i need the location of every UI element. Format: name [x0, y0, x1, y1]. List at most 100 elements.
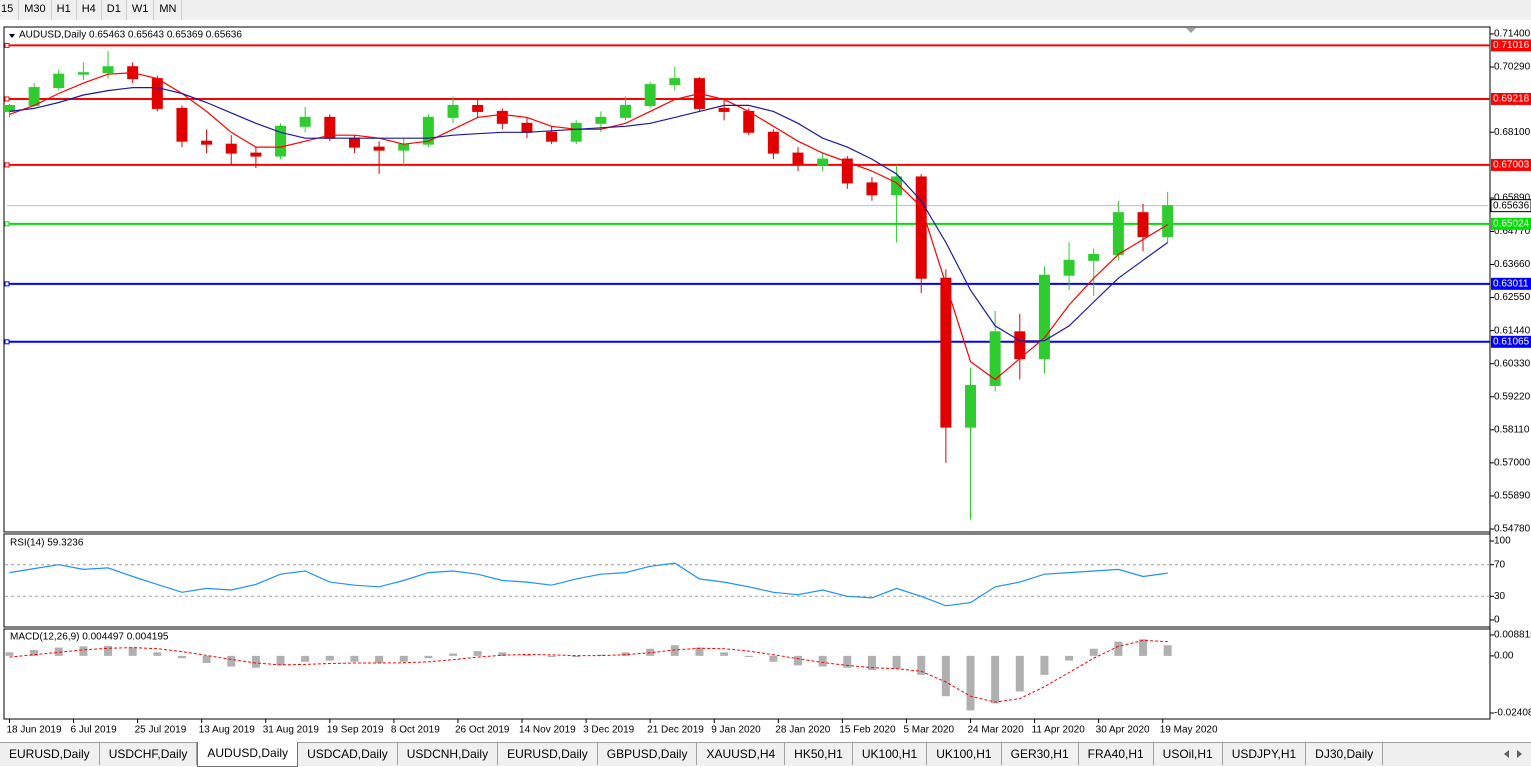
macd-bar	[251, 655, 260, 668]
timeframe-button[interactable]: D1	[102, 0, 127, 20]
candle-body	[620, 104, 632, 118]
y-tick-label: 0	[1494, 615, 1500, 626]
macd-bar	[572, 655, 581, 658]
y-tick-label: 0.71400	[1494, 29, 1531, 40]
scroll-right[interactable]	[1517, 750, 1522, 758]
symbol-tab[interactable]: GER30,H1	[1002, 743, 1079, 765]
symbol-tab[interactable]: EURUSD,Daily	[0, 743, 100, 765]
symbol-tab[interactable]: DJ30,Daily	[1306, 743, 1384, 765]
level-label: 0.61065	[1493, 336, 1530, 347]
candle-body	[275, 125, 287, 157]
level-label: 0.69218	[1493, 94, 1530, 105]
chart-window: AUDUSD,Daily 0.65463 0.65643 0.65369 0.6…	[3, 26, 1531, 736]
main-panel	[3, 26, 1491, 533]
x-tick-label: 6 Jul 2019	[71, 725, 118, 736]
macd-bar	[1089, 648, 1098, 656]
candle-body	[940, 277, 952, 428]
candle-body	[521, 122, 533, 133]
tab-scroll[interactable]	[1498, 748, 1528, 760]
x-tick-label: 13 Aug 2019	[199, 725, 256, 736]
symbol-tab[interactable]: GBPUSD,Daily	[598, 743, 698, 765]
macd-bar	[1015, 655, 1024, 692]
y-tick-label: 0.63660	[1494, 259, 1531, 270]
symbol-tab[interactable]: HK50,H1	[785, 743, 853, 765]
macd-bar	[5, 652, 14, 656]
symbol-tab[interactable]: USDCNH,Daily	[398, 743, 499, 765]
x-tick-label: 15 Feb 2020	[839, 725, 896, 736]
macd-bar	[276, 655, 285, 666]
symbol-tab[interactable]: USDCAD,Daily	[298, 743, 398, 765]
symbol-tab[interactable]: UK100,H1	[927, 743, 1002, 765]
candle-body	[644, 84, 656, 106]
y-tick-label: 70	[1494, 559, 1506, 570]
y-tick-label: 0.64770	[1494, 226, 1531, 237]
rsi-panel	[3, 533, 1491, 628]
timeframe-button[interactable]: M30	[19, 0, 52, 20]
y-tick-label: 0.59220	[1494, 391, 1531, 402]
x-tick-label: 31 Aug 2019	[263, 725, 320, 736]
y-tick-label: 0.54780	[1494, 524, 1531, 535]
candle-body	[669, 78, 681, 86]
level-handle	[4, 221, 10, 227]
y-tick-label: 30	[1494, 591, 1506, 602]
timeframe-button[interactable]: W1	[127, 0, 155, 20]
candle-body	[102, 66, 114, 74]
symbol-tab[interactable]: AUDUSD,Daily	[197, 742, 299, 767]
macd-bar	[54, 647, 63, 656]
macd-bar	[202, 655, 211, 663]
macd-bar	[1114, 641, 1123, 656]
x-tick-label: 3 Dec 2019	[583, 725, 635, 736]
macd-bar	[1163, 645, 1172, 656]
level-label-box	[1491, 39, 1531, 52]
macd-bar	[498, 652, 507, 656]
y-tick-label: 0.62550	[1494, 292, 1531, 303]
y-tick-label: -0.02408	[1494, 708, 1531, 719]
moving-average	[9, 72, 1169, 381]
symbol-tab[interactable]: UK100,H1	[853, 743, 928, 765]
candle-body	[447, 104, 459, 118]
candle-body	[3, 104, 15, 112]
x-tick-label: 8 Oct 2019	[391, 725, 440, 736]
current-price-label: 0.65636	[1493, 200, 1530, 211]
timeframe-button[interactable]: MN	[154, 0, 183, 20]
symbol-tab[interactable]: USDCHF,Daily	[100, 743, 198, 765]
level-label: 0.71016	[1493, 40, 1530, 51]
timeframe-button[interactable]: H1	[52, 0, 77, 20]
scroll-left[interactable]	[1504, 750, 1509, 758]
candle-body	[915, 176, 927, 279]
symbol-tab[interactable]: FRA40,H1	[1079, 743, 1154, 765]
candle-body	[1088, 253, 1100, 261]
macd-bar	[227, 655, 236, 667]
x-tick-label: 26 Oct 2019	[455, 725, 510, 736]
macd-bar	[79, 646, 88, 656]
macd-bar	[301, 655, 310, 662]
symbol-tab[interactable]: XAUUSD,H4	[697, 743, 786, 765]
macd-bar	[30, 649, 39, 656]
candle-body	[546, 131, 558, 142]
timeframe-button[interactable]: 15	[0, 0, 20, 20]
macd-bar	[695, 647, 704, 656]
shift-marker	[1186, 28, 1196, 33]
symbol-tab[interactable]: USOil,H1	[1154, 743, 1223, 765]
level-label: 0.67003	[1493, 160, 1530, 171]
x-tick-label: 28 Jan 2020	[775, 725, 830, 736]
candle-body	[595, 116, 607, 124]
macd-bar	[867, 655, 876, 671]
candle-body	[472, 104, 484, 112]
macd-bar	[744, 655, 753, 658]
symbol-tab[interactable]: EURUSD,Daily	[498, 743, 598, 765]
macd-bar	[818, 655, 827, 667]
candle-body	[1063, 259, 1075, 276]
y-tick-label: 0.70290	[1494, 62, 1531, 73]
macd-panel	[3, 628, 1491, 720]
symbol-tab[interactable]: USDJPY,H1	[1223, 743, 1307, 765]
level-handle	[4, 162, 10, 168]
macd-bar	[769, 655, 778, 662]
timeframe-button[interactable]: H4	[77, 0, 102, 20]
level-handle	[4, 96, 10, 102]
candle-body	[53, 73, 65, 89]
candle-body	[398, 143, 410, 151]
macd-bar	[449, 653, 458, 656]
candle-body	[841, 158, 853, 184]
